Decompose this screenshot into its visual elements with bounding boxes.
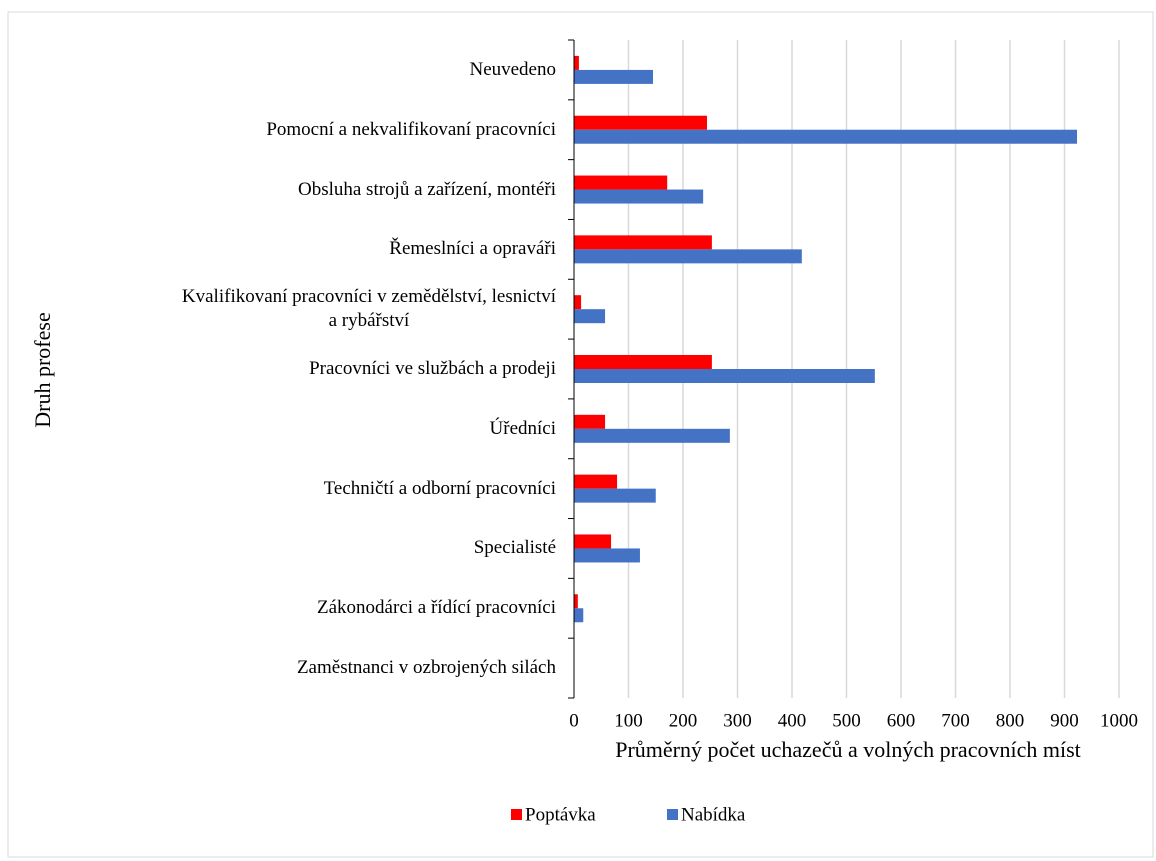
legend-swatch	[667, 809, 678, 820]
y-tick-label: Zákonodárci a řídící pracovníci	[317, 597, 556, 619]
bar	[574, 414, 606, 429]
x-tick-label: 100	[614, 710, 643, 731]
bar	[574, 115, 707, 130]
bar	[574, 295, 582, 310]
y-tick-label: Řemeslníci a opraváři	[389, 238, 556, 260]
y-tick-label: Zaměstnanci v ozbrojených silách	[296, 657, 556, 679]
y-tick-label: Pomocní a nekvalifikovaní pracovníci	[266, 118, 556, 140]
bar	[574, 548, 640, 563]
x-tick-label: 600	[887, 710, 916, 731]
x-tick-label: 900	[1050, 710, 1079, 731]
y-tick-label: Specialisté	[473, 537, 556, 559]
y-tick-label: Neuvedeno	[469, 58, 556, 80]
x-tick-label: 200	[669, 710, 698, 731]
bar	[574, 594, 578, 609]
bar	[574, 55, 579, 70]
y-tick-label: Obsluha strojů a zařízení, montéři	[297, 178, 556, 200]
legend-label: Nabídka	[681, 804, 746, 825]
x-tick-label: 1000	[1100, 710, 1138, 731]
y-tick-label: Pracovníci ve službách a prodeji	[309, 358, 556, 379]
x-tick-label: 300	[723, 710, 752, 731]
x-tick-label: 500	[832, 710, 861, 731]
bar	[574, 129, 1078, 144]
bar	[574, 534, 612, 549]
x-tick-label: 0	[569, 710, 579, 731]
bar	[574, 608, 584, 623]
legend-swatch	[511, 809, 522, 820]
bar	[574, 488, 656, 503]
bar	[574, 189, 704, 204]
legend-label: Poptávka	[525, 804, 596, 825]
y-tick-label: Techničtí a odborní pracovníci	[323, 477, 556, 499]
x-tick-label: 700	[941, 710, 970, 731]
y-tick-label: Kvalifikovaní pracovníci v zemědělství, …	[181, 286, 556, 332]
bar	[574, 309, 606, 324]
bar	[574, 249, 802, 264]
bar	[574, 474, 618, 489]
y-axis-title: Druh profese	[30, 312, 55, 427]
bar	[574, 355, 712, 369]
bar	[574, 369, 875, 383]
x-tick-label: 800	[996, 710, 1025, 731]
x-axis-title: Průměrný počet uchazečů a volných pracov…	[615, 737, 1081, 762]
bar	[574, 69, 654, 84]
x-tick-label: 400	[778, 710, 807, 731]
bar	[574, 428, 730, 443]
bar	[574, 235, 712, 250]
y-tick-label: Úředníci	[489, 417, 556, 439]
bar	[574, 175, 668, 190]
